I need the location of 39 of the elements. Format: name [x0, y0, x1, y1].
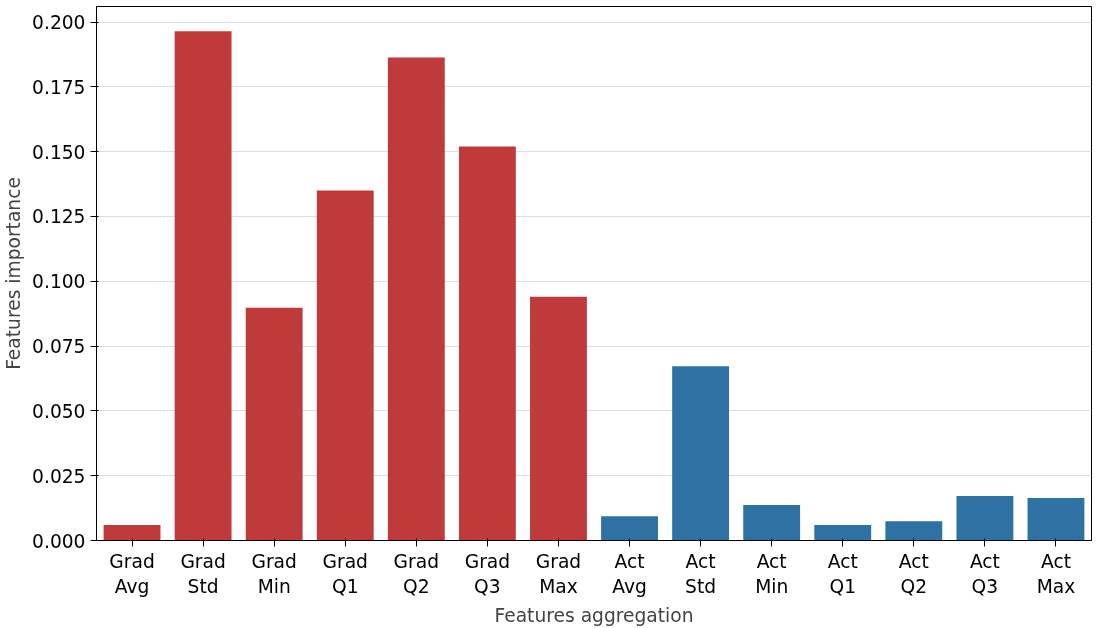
- y-tick-label: 0.175: [32, 76, 86, 98]
- bar: [387, 57, 445, 541]
- x-tick-label: Grad Q1: [322, 550, 368, 597]
- x-tick-label: Grad Min: [251, 550, 297, 597]
- x-axis-title: Features aggregation: [494, 604, 694, 626]
- x-tick-label: Act Q1: [827, 550, 858, 597]
- x-tick-label: Act Q2: [898, 550, 929, 597]
- x-tick-label: Act Max: [1036, 550, 1076, 597]
- x-tick-label: Act Avg: [612, 550, 647, 597]
- x-tick-label: Grad Avg: [109, 550, 155, 597]
- y-tick-label: 0.150: [32, 141, 86, 163]
- bar: [530, 296, 587, 541]
- x-tick-label: Act Std: [685, 550, 717, 597]
- y-tick-label: 0.050: [32, 400, 86, 422]
- bar: [245, 307, 303, 541]
- y-tick-label: 0.200: [32, 12, 86, 34]
- y-tick-label: 0.125: [32, 206, 86, 228]
- bar: [1027, 497, 1085, 541]
- y-tick-label: 0.100: [32, 271, 86, 293]
- bar: [316, 190, 374, 541]
- bar: [672, 366, 730, 541]
- bar: [743, 504, 801, 541]
- bar: [814, 524, 872, 541]
- y-tick-label: 0.025: [32, 465, 86, 487]
- bar: [601, 516, 658, 541]
- bar: [458, 146, 516, 541]
- x-tick-label: Grad Max: [535, 550, 582, 597]
- x-tick-label: Grad Q2: [393, 550, 440, 597]
- y-tick-label: 0.075: [32, 336, 86, 358]
- x-tick-label: Act Min: [755, 550, 789, 597]
- bar: [103, 524, 161, 541]
- x-tick-label: Grad Std: [180, 550, 226, 597]
- bar: [174, 31, 232, 541]
- x-tick-label: Grad Q3: [464, 550, 511, 597]
- bar: [885, 521, 943, 541]
- bar: [956, 495, 1014, 541]
- y-axis-title: Features importance: [3, 177, 25, 370]
- x-tick-label: Act Q3: [969, 550, 1000, 597]
- y-tick-label: 0.000: [32, 530, 86, 552]
